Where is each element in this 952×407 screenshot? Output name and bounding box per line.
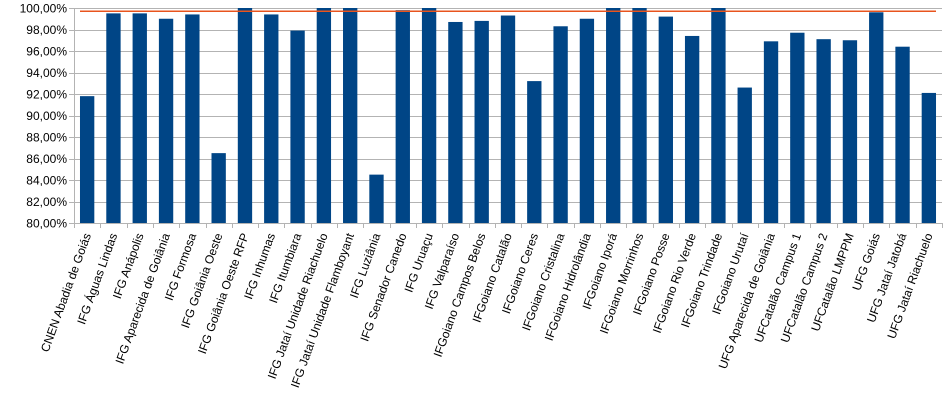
bar	[606, 8, 621, 223]
bar	[237, 8, 253, 223]
y-tick-label: 82,00%	[26, 195, 67, 209]
bar	[658, 16, 673, 223]
y-tick-label: 80,00%	[26, 217, 67, 231]
bar	[211, 153, 226, 223]
bar	[869, 12, 884, 223]
bar	[474, 20, 489, 224]
y-tick-label: 100,00%	[20, 2, 68, 16]
bar	[816, 39, 831, 223]
y-tick-label: 92,00%	[26, 88, 67, 102]
bar	[684, 35, 700, 224]
bar	[343, 8, 358, 223]
bar	[632, 8, 647, 223]
bar	[79, 96, 95, 223]
bar	[106, 13, 121, 223]
bar	[553, 26, 568, 224]
bar	[842, 40, 858, 223]
bar	[158, 18, 174, 223]
bar	[895, 46, 910, 224]
bar	[369, 174, 384, 223]
bar	[421, 8, 437, 223]
bar	[921, 92, 937, 223]
y-tick-label: 84,00%	[26, 174, 67, 188]
bar	[790, 32, 805, 223]
bar	[290, 30, 305, 224]
bar	[737, 87, 752, 223]
bar	[527, 81, 542, 223]
bar	[316, 8, 332, 223]
bar	[500, 15, 516, 224]
bar	[579, 18, 595, 223]
bar	[185, 14, 200, 224]
y-tick-label: 88,00%	[26, 131, 67, 145]
y-tick-label: 98,00%	[26, 23, 67, 37]
y-tick-label: 94,00%	[26, 66, 67, 80]
bar	[763, 41, 779, 224]
bar	[711, 8, 726, 223]
bar	[132, 13, 147, 223]
bar	[448, 21, 463, 223]
y-tick-label: 96,00%	[26, 45, 67, 59]
bar	[395, 10, 410, 224]
bar	[264, 14, 279, 224]
y-tick-label: 86,00%	[26, 152, 67, 166]
y-tick-label: 90,00%	[26, 109, 67, 123]
